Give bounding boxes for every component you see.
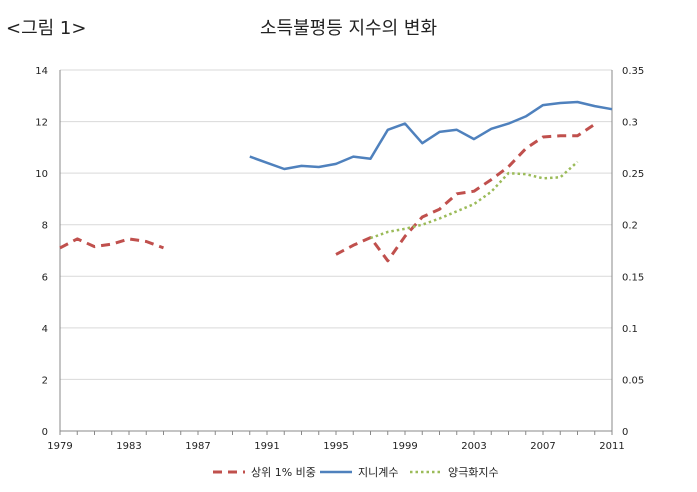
legend-label-polarization: 양극화지수 bbox=[448, 466, 499, 479]
y2-tick-label-0.1: 0.1 bbox=[622, 324, 638, 335]
y-tick-label-12: 12 bbox=[35, 118, 48, 129]
x-tick-label-1979: 1979 bbox=[47, 441, 72, 452]
y2-tick-label-0.3: 0.3 bbox=[622, 118, 638, 129]
y2-tick-label-0.25: 0.25 bbox=[622, 169, 644, 180]
x-tick-label-2011: 2011 bbox=[599, 441, 624, 452]
legend-label-top1-share: 상위 1% 비중 bbox=[251, 466, 316, 479]
y-tick-label-6: 6 bbox=[42, 272, 48, 283]
x-tick-label-1995: 1995 bbox=[323, 441, 348, 452]
x-tick-label-1983: 1983 bbox=[116, 441, 141, 452]
y2-tick-label-0.35: 0.35 bbox=[622, 66, 644, 77]
series-line-top1-share-0 bbox=[59, 237, 165, 250]
x-tick-label-2003: 2003 bbox=[461, 441, 486, 452]
y-tick-label-4: 4 bbox=[42, 324, 48, 335]
x-tick-label-1987: 1987 bbox=[185, 441, 210, 452]
y-tick-label-10: 10 bbox=[35, 169, 48, 180]
chart-title: 소득불평등 지수의 변화 bbox=[259, 18, 438, 39]
y-tick-label-2: 2 bbox=[42, 375, 48, 386]
y2-tick-label-0.05: 0.05 bbox=[622, 375, 644, 386]
y2-tick-label-0: 0 bbox=[622, 427, 628, 438]
x-tick-label-1991: 1991 bbox=[254, 441, 279, 452]
series-line-gini-0 bbox=[249, 100, 613, 171]
x-tick-label-1999: 1999 bbox=[392, 441, 417, 452]
legend-label-gini: 지니계수 bbox=[358, 466, 398, 479]
figure-label: <그림 1> bbox=[6, 18, 87, 39]
y2-tick-label-0.15: 0.15 bbox=[622, 272, 644, 283]
y2-tick-label-0.2: 0.2 bbox=[622, 221, 638, 232]
series-line-top1-share-1 bbox=[335, 122, 596, 263]
y-tick-label-0: 0 bbox=[42, 427, 48, 438]
y-tick-label-8: 8 bbox=[42, 221, 48, 232]
x-tick-label-2007: 2007 bbox=[530, 441, 555, 452]
y-tick-label-14: 14 bbox=[35, 66, 48, 77]
